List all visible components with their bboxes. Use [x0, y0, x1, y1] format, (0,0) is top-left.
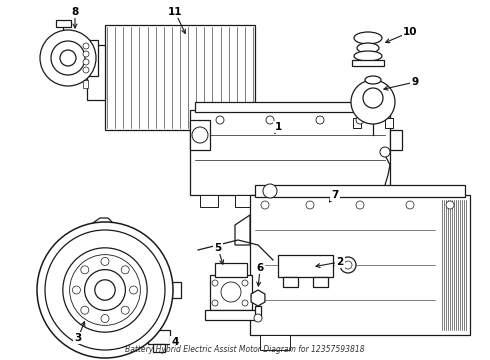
Bar: [195, 102, 385, 112]
Circle shape: [101, 315, 109, 323]
Bar: [283, 277, 298, 287]
Circle shape: [446, 201, 454, 209]
Bar: [366, 80, 380, 92]
Circle shape: [81, 306, 89, 314]
Bar: [148, 330, 170, 344]
Polygon shape: [235, 215, 250, 245]
Circle shape: [81, 266, 89, 274]
Circle shape: [356, 116, 364, 124]
Circle shape: [70, 255, 140, 325]
Bar: [215, 263, 247, 277]
Bar: [270, 195, 288, 207]
Bar: [83, 65, 88, 73]
Bar: [353, 118, 361, 128]
Bar: [255, 185, 465, 197]
Circle shape: [45, 230, 165, 350]
Text: 6: 6: [256, 263, 264, 273]
Bar: [352, 60, 384, 66]
Circle shape: [221, 282, 241, 302]
Circle shape: [51, 41, 85, 75]
Bar: [190, 110, 390, 195]
Bar: [313, 277, 328, 287]
Text: 9: 9: [412, 77, 418, 87]
Bar: [278, 255, 333, 277]
Bar: [105, 25, 255, 130]
Circle shape: [266, 116, 274, 124]
Ellipse shape: [354, 51, 382, 61]
Circle shape: [83, 67, 89, 73]
Bar: [87, 45, 105, 100]
Text: 4: 4: [172, 337, 179, 347]
Circle shape: [344, 261, 352, 269]
Bar: [345, 195, 363, 207]
Polygon shape: [250, 195, 470, 335]
Ellipse shape: [357, 43, 379, 53]
Circle shape: [261, 201, 269, 209]
Circle shape: [242, 300, 248, 306]
Circle shape: [40, 30, 96, 86]
Bar: [210, 275, 252, 310]
Circle shape: [306, 201, 314, 209]
Circle shape: [254, 314, 262, 322]
Circle shape: [83, 43, 89, 49]
Bar: [153, 344, 165, 352]
Bar: [390, 130, 402, 150]
Circle shape: [212, 280, 218, 286]
Circle shape: [101, 257, 109, 265]
Circle shape: [85, 270, 125, 310]
Circle shape: [121, 266, 129, 274]
Bar: [235, 195, 253, 207]
Circle shape: [83, 59, 89, 65]
Bar: [200, 195, 218, 207]
Circle shape: [316, 116, 324, 124]
Circle shape: [212, 300, 218, 306]
Polygon shape: [260, 335, 290, 350]
Circle shape: [242, 280, 248, 286]
Bar: [205, 310, 257, 320]
Circle shape: [73, 286, 80, 294]
Bar: [78, 40, 98, 76]
Text: 10: 10: [403, 27, 417, 37]
Circle shape: [37, 222, 173, 358]
Text: Battery Hybrid Electric Assist Motor Diagram for 12357593818: Battery Hybrid Electric Assist Motor Dia…: [125, 345, 365, 354]
Circle shape: [363, 88, 383, 108]
Ellipse shape: [354, 32, 382, 44]
Text: 8: 8: [72, 7, 78, 17]
Text: 7: 7: [331, 190, 339, 200]
Circle shape: [356, 201, 364, 209]
Text: 11: 11: [168, 7, 182, 17]
Bar: [255, 306, 261, 318]
Circle shape: [380, 147, 390, 157]
Text: 5: 5: [215, 243, 221, 253]
Polygon shape: [251, 290, 265, 306]
Text: 1: 1: [274, 122, 282, 132]
Circle shape: [216, 116, 224, 124]
Circle shape: [95, 280, 115, 300]
Circle shape: [351, 80, 395, 124]
Ellipse shape: [365, 76, 381, 84]
Bar: [83, 50, 88, 58]
Circle shape: [406, 201, 414, 209]
Bar: [190, 120, 210, 150]
Circle shape: [340, 257, 356, 273]
Circle shape: [121, 306, 129, 314]
Circle shape: [129, 286, 138, 294]
Bar: [56, 20, 71, 27]
Bar: [385, 118, 393, 128]
Bar: [310, 195, 328, 207]
Bar: [83, 80, 88, 88]
Circle shape: [263, 184, 277, 198]
Circle shape: [63, 248, 147, 332]
Text: 3: 3: [74, 333, 82, 343]
Circle shape: [60, 50, 76, 66]
Text: 2: 2: [336, 257, 343, 267]
Bar: [165, 282, 181, 298]
Circle shape: [192, 127, 208, 143]
Circle shape: [83, 51, 89, 57]
